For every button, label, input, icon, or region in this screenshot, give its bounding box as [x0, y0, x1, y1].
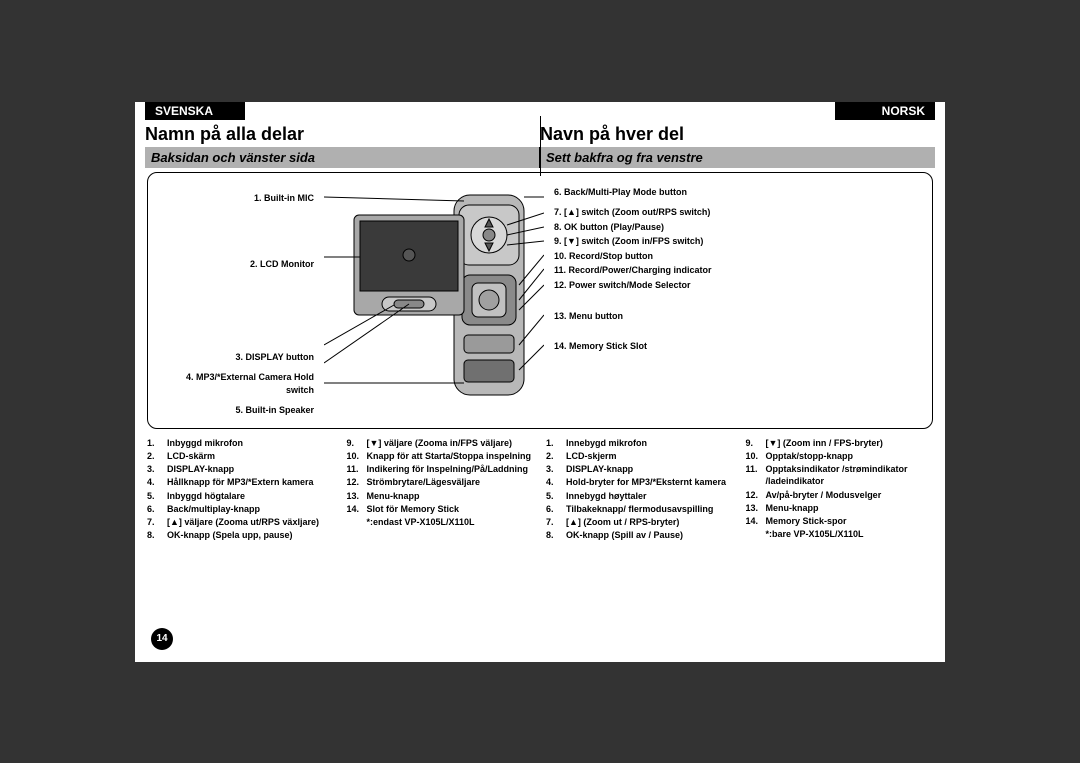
list-item: 6.Back/multiplay-knapp [147, 503, 335, 516]
list-item: 10.Opptak/stopp-knapp [746, 450, 934, 463]
subtitle-right: Sett bakfra og fra venstre [540, 147, 935, 168]
center-divider [540, 116, 541, 176]
list-item: 5.Inbyggd högtalare [147, 490, 335, 503]
label-display-button: 3. DISPLAY button [158, 350, 314, 365]
list-item: 2.LCD-skjerm [546, 450, 734, 463]
list-item: 13.Menu-knapp [746, 502, 934, 515]
list-item: 14.Memory Stick-spor [746, 515, 934, 528]
label-back-multiplay: 6. Back/Multi-Play Mode button [554, 185, 780, 200]
label-hold-switch: 4. MP3/*External Camera Hold switch [158, 370, 314, 397]
title-left: Namn på alla delar [145, 120, 540, 147]
col-no-1: 1.Innebygd mikrofon2.LCD-skjerm3.DISPLAY… [546, 437, 734, 542]
label-builtin-speaker: 5. Built-in Speaker [158, 403, 314, 418]
list-item: 3.DISPLAY-knapp [546, 463, 734, 476]
label-ok-button: 8. OK button (Play/Pause) [554, 220, 780, 235]
list-item: 2.LCD-skärm [147, 450, 335, 463]
label-zoom-out: 7. [▲] switch (Zoom out/RPS switch) [554, 205, 780, 220]
page-number: 14 [151, 628, 173, 650]
manual-page: SVENSKA NORSK Namn på alla delar Navn på… [135, 102, 945, 662]
col-no-2: 9.[▼] (Zoom inn / FPS-bryter)10.Opptak/s… [746, 437, 934, 542]
title-right: Navn på hver del [540, 120, 935, 147]
camera-diagram [324, 185, 544, 405]
lang-tab-norsk: NORSK [835, 102, 935, 120]
list-item: 13.Menu-knapp [347, 490, 535, 503]
list-item: 8.OK-knapp (Spill av / Pause) [546, 529, 734, 542]
label-indicator: 11. Record/Power/Charging indicator [554, 263, 780, 278]
label-power-switch: 12. Power switch/Mode Selector [554, 278, 780, 293]
list-item: 5.Innebygd høyttaler [546, 490, 734, 503]
list-item: 4.Hållknapp för MP3/*Extern kamera [147, 476, 335, 489]
subtitle-left: Baksidan och vänster sida [145, 147, 540, 168]
list-item: 9.[▼] väljare (Zooma in/FPS väljare) [347, 437, 535, 450]
list-item: 3.DISPLAY-knapp [147, 463, 335, 476]
text-columns: 1.Inbyggd mikrofon2.LCD-skärm3.DISPLAY-k… [135, 437, 945, 550]
lang-tab-svenska: SVENSKA [145, 102, 245, 120]
col-sv-1: 1.Inbyggd mikrofon2.LCD-skärm3.DISPLAY-k… [147, 437, 335, 542]
list-item: *:endast VP-X105L/X110L [347, 516, 535, 529]
list-item: 12.Strömbrytare/Lägesväljare [347, 476, 535, 489]
list-item: 1.Inbyggd mikrofon [147, 437, 335, 450]
list-item: 11.Opptaksindikator /strømindikator /lad… [746, 463, 934, 488]
label-zoom-in: 9. [▼] switch (Zoom in/FPS switch) [554, 234, 780, 249]
diagram-frame: 1. Built-in MIC 2. LCD Monitor 3. DISPLA… [147, 172, 933, 430]
list-item: *:bare VP-X105L/X110L [746, 528, 934, 541]
label-record-stop: 10. Record/Stop button [554, 249, 780, 264]
list-item: 1.Innebygd mikrofon [546, 437, 734, 450]
label-lcd-monitor: 2. LCD Monitor [158, 257, 314, 272]
list-item: 7.[▲] väljare (Zooma ut/RPS växljare) [147, 516, 335, 529]
col-sv-2: 9.[▼] väljare (Zooma in/FPS väljare)10.K… [347, 437, 535, 542]
list-item: 10.Knapp för att Starta/Stoppa inspelnin… [347, 450, 535, 463]
list-item: 11.Indikering för Inspelning/På/Laddning [347, 463, 535, 476]
list-item: 6.Tilbakeknapp/ flermodusavspilling [546, 503, 734, 516]
list-item: 7.[▲] (Zoom ut / RPS-bryter) [546, 516, 734, 529]
label-builtin-mic: 1. Built-in MIC [158, 191, 314, 206]
list-item: 12.Av/på-bryter / Modusvelger [746, 489, 934, 502]
list-item: 9.[▼] (Zoom inn / FPS-bryter) [746, 437, 934, 450]
list-item: 4.Hold-bryter for MP3/*Eksternt kamera [546, 476, 734, 489]
label-memory-stick: 14. Memory Stick Slot [554, 339, 780, 354]
list-item: 8.OK-knapp (Spela upp, pause) [147, 529, 335, 542]
diagram-left-labels: 1. Built-in MIC 2. LCD Monitor 3. DISPLA… [158, 185, 318, 419]
label-menu-button: 13. Menu button [554, 309, 780, 324]
diagram-right-labels: 6. Back/Multi-Play Mode button 7. [▲] sw… [550, 185, 780, 419]
list-item: 14.Slot för Memory Stick [347, 503, 535, 516]
